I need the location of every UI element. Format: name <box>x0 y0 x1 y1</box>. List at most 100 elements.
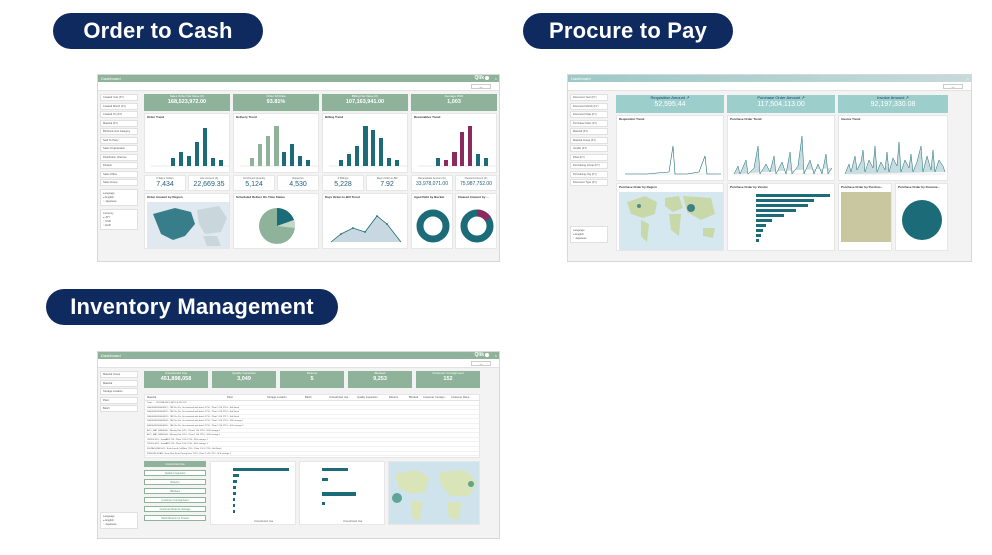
kpi-customer-consignment[interactable]: Customer Consignment 152 <box>416 371 480 388</box>
stock-type-button[interactable]: Stock Returns in Transit <box>144 515 206 521</box>
close-icon[interactable]: × <box>494 76 497 81</box>
inventory-table[interactable]: Material Plant Storage Location Batch Un… <box>144 394 480 458</box>
currency-option[interactable]: EUR <box>103 224 135 227</box>
table-row[interactable]: 00000000000000022 - TEF Fin Pic, Set mat… <box>145 410 479 415</box>
unrestricted-by-plant-chart[interactable]: Unrestricted Use <box>210 461 296 525</box>
table-row[interactable]: FIN-EUR-SCAN - Scan Rev, Euro Pricing It… <box>145 452 479 457</box>
col-material[interactable]: Material <box>147 396 157 399</box>
filter-item[interactable]: Created On (FY) <box>100 111 138 118</box>
table-row[interactable]: 00000000000000055 - TEF Fin Pic, Set mat… <box>145 424 479 429</box>
filter-item[interactable]: Storage Location <box>100 388 138 395</box>
filter-item[interactable]: Created Month (FY) <box>100 102 138 110</box>
table-row[interactable]: ACC_MAT_BBS0004 - Moving Unit 1710 - Pla… <box>145 433 479 438</box>
days-order-bill-chart[interactable]: Days Order-to-Bill Trend <box>322 193 408 249</box>
po-trend-chart[interactable]: Purchase Order Trend <box>727 115 835 181</box>
filter-item[interactable]: Document Type (FY) <box>570 179 608 186</box>
kpi-billing-value[interactable]: Billing Net Value (K) 107,163,941.00 <box>322 94 408 111</box>
kpi-unrestricted-use[interactable]: Unrestricted Use 451,898,058 <box>144 371 208 388</box>
table-row[interactable]: 00000000000000044 - TEF Fin Pic, Set mat… <box>145 419 479 424</box>
table-row[interactable]: Total · · · 451,898,058 3,049 5 9,253 15… <box>145 401 479 406</box>
lang-japanese-radio[interactable]: Japanese <box>103 523 135 526</box>
unrestricted-by-storage-chart[interactable]: Unrestricted Use <box>299 461 385 525</box>
kpi-requisition-amount[interactable]: Requisition Amount ↗ 52,595.44 <box>616 95 724 113</box>
stock-type-button[interactable]: Unrestricted Use <box>144 461 206 467</box>
filter-item[interactable]: Document Date (FY) <box>570 111 608 118</box>
filter-item[interactable]: Document Month (FY) <box>570 102 608 110</box>
requisition-trend-chart[interactable]: Requisition Trend <box>616 115 724 181</box>
kpi-blocked[interactable]: Blocked 9,253 <box>348 371 412 388</box>
kpi-sales-order-value[interactable]: Sales Order Net Value (K) 168,523,972.00 <box>144 94 230 111</box>
cleared-amount-donut[interactable]: Cleared Amount by ... <box>455 193 497 249</box>
filter-item[interactable]: Purchasing Org (FY) <box>570 170 608 178</box>
table-row[interactable]: CM-FG-X01 - FoodAB 1710 - Plant 1 US 171… <box>145 438 479 443</box>
kpi-order-fill-rate[interactable]: Order Fill Rate 93.81% <box>233 94 319 111</box>
close-icon[interactable]: × <box>494 353 497 358</box>
table-header[interactable]: Material Plant Storage Location Batch Un… <box>145 395 479 401</box>
filter-item[interactable]: Distribution Channel <box>100 153 138 161</box>
filter-item[interactable]: Sold To Party <box>100 136 138 144</box>
filter-item[interactable]: Material Group (FY) <box>570 136 608 144</box>
sheet-nav-button[interactable]: ‹ › <box>471 84 491 89</box>
po-region-map[interactable]: Purchase Order by Region <box>616 183 724 251</box>
filter-item[interactable]: Bill Document Category <box>100 128 138 135</box>
lang-english-radio[interactable]: English <box>573 233 605 236</box>
col-blocked[interactable]: Blocked <box>409 396 419 399</box>
scheduled-delivery-pie[interactable]: Scheduled Deliver On-Time Status <box>233 193 319 249</box>
receivables-trend-chart[interactable]: Receivables Trend <box>411 113 497 173</box>
po-vendor-bar-chart[interactable]: Purchase Order by Vendor <box>727 183 835 251</box>
lang-japanese-radio[interactable]: Japanese <box>103 200 135 203</box>
filter-item[interactable]: Material <box>100 379 138 387</box>
col-unrestricted[interactable]: Unrestricted Use <box>329 396 349 399</box>
currency-option[interactable]: USD <box>103 220 135 223</box>
sheet-nav-button[interactable]: ‹ › <box>943 84 963 89</box>
lang-english-radio[interactable]: English <box>103 519 135 522</box>
kpi-returns[interactable]: Returns 5 <box>280 371 344 388</box>
col-plant[interactable]: Plant <box>227 396 233 399</box>
col-batch[interactable]: Batch <box>305 396 312 399</box>
filter-item[interactable]: Vendor (FY) <box>570 145 608 152</box>
currency-option[interactable]: JPY <box>103 216 135 219</box>
col-consign[interactable]: Customer Consign... <box>423 396 447 399</box>
filter-item[interactable]: Purchasing Group (FY) <box>570 162 608 169</box>
kpi-quality-inspection[interactable]: Quality Inspection 3,049 <box>212 371 276 388</box>
filter-item[interactable]: Sales Group <box>100 179 138 186</box>
kpi-po-amount[interactable]: Purchase Order Amount ↗ 117,504,113.00 <box>727 95 835 113</box>
table-row[interactable]: 00000000000000031 - TEF Fin Pic, Set mat… <box>145 415 479 420</box>
filter-item[interactable]: Division <box>100 162 138 169</box>
close-icon[interactable]: × <box>966 76 969 81</box>
kpi-average-dso[interactable]: Average DSO 1,003 <box>411 94 497 111</box>
table-row[interactable]: FG-PACK-MK-001 - Kraft Lunch Cell/Box 17… <box>145 447 479 452</box>
stock-type-button[interactable]: Customer Consignment <box>144 497 206 503</box>
invoice-trend-chart[interactable]: Invoice Trend <box>838 115 948 181</box>
order-trend-chart[interactable]: Order Trend <box>144 113 230 173</box>
col-returns-storage[interactable]: Customer Retur... <box>451 396 472 399</box>
sheet-nav-button[interactable]: ‹ › <box>471 361 491 366</box>
filter-item[interactable]: Material Group <box>100 371 138 378</box>
po-document-pie[interactable]: Purchase Order by Docume... <box>895 183 948 251</box>
filter-item[interactable]: Document Year (FY) <box>570 94 608 101</box>
col-storage-location[interactable]: Storage Location <box>267 396 287 399</box>
order-region-map[interactable]: Order Amount by Region <box>144 193 230 249</box>
table-row[interactable]: 00000000000000012 - TEF Fin Pic, Set mat… <box>145 406 479 411</box>
inventory-map[interactable] <box>388 461 480 525</box>
filter-item[interactable]: Material (FY) <box>570 128 608 135</box>
filter-item[interactable]: Purchase Order (FY) <box>570 119 608 127</box>
filter-item[interactable]: Sales Office <box>100 170 138 178</box>
stock-type-button[interactable]: Blocked <box>144 488 206 494</box>
table-row[interactable]: ACC_MAT_BBS0000 - Moving Unit 1710 - Pla… <box>145 429 479 434</box>
billing-trend-chart[interactable]: Billing Trend <box>322 113 408 173</box>
table-row[interactable]: CM-FG-X02 - FoodAB 1710 - Plant 1 US 171… <box>145 442 479 447</box>
delivery-trend-chart[interactable]: Delivery Trend <box>233 113 319 173</box>
filter-item[interactable]: Created Year (FY) <box>100 94 138 101</box>
stock-type-button[interactable]: Returns <box>144 479 206 485</box>
stock-type-button[interactable]: Quality Inspection <box>144 470 206 476</box>
kpi-invoice-amount[interactable]: Invoice Amount ↗ 92,197,330.08 <box>838 95 948 113</box>
filter-item[interactable]: Batch <box>100 405 138 412</box>
col-quality[interactable]: Quality Inspection <box>357 396 378 399</box>
col-returns[interactable]: Returns <box>389 396 399 399</box>
filter-item[interactable]: Plant <box>100 396 138 404</box>
filter-item[interactable]: Plant (FY) <box>570 153 608 161</box>
lang-japanese-radio[interactable]: Japanese <box>573 237 605 240</box>
po-purchase-group-chart[interactable]: Purchase Order by Purchas... <box>838 183 892 251</box>
filter-item[interactable]: Material (FY) <box>100 119 138 127</box>
